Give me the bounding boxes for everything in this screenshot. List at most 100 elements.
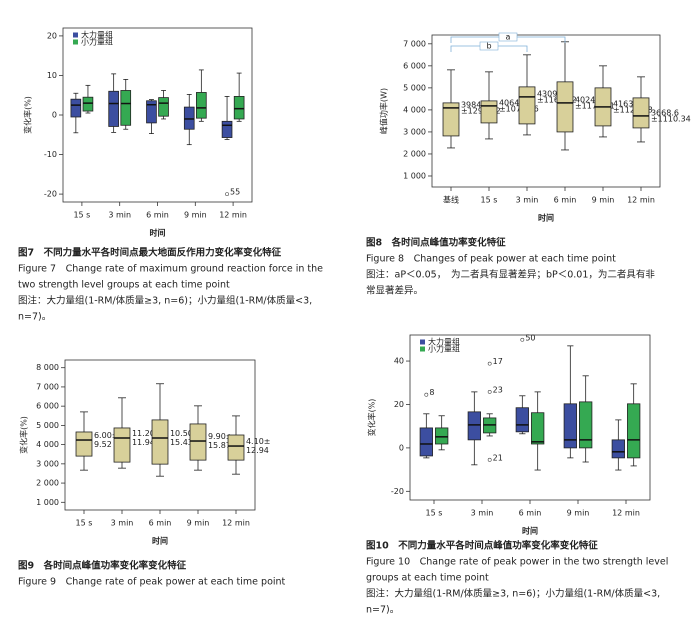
legend-label: 小力量组 xyxy=(81,37,113,47)
box-label: 11.94 xyxy=(132,438,155,447)
plot-frame xyxy=(431,34,661,188)
box xyxy=(196,92,207,119)
outlier xyxy=(487,457,492,462)
outlier xyxy=(424,392,429,397)
box xyxy=(120,90,132,126)
box xyxy=(515,407,529,433)
annotation-box xyxy=(479,41,499,51)
x-tick-label: 6 min xyxy=(554,196,577,205)
y-tick-label: 0 xyxy=(399,443,404,452)
plot-frame xyxy=(409,334,651,501)
caption-line: 常显著差异。 xyxy=(366,285,423,297)
box xyxy=(221,120,233,138)
outlier-label: 21 xyxy=(493,453,503,462)
box xyxy=(146,100,157,124)
x-tick-label: 6 min xyxy=(146,211,169,220)
caption-line: Figure 7 Change rate of maximum ground r… xyxy=(18,264,323,275)
box-label: 12.94 xyxy=(246,446,269,455)
y-tick-label: 3 000 xyxy=(36,459,59,468)
y-tick-label: 8 000 xyxy=(36,363,59,372)
box-label: 6.00± xyxy=(94,431,119,440)
box xyxy=(467,411,481,441)
box xyxy=(531,412,545,445)
box-label: 15.43 xyxy=(170,438,193,447)
box xyxy=(227,434,245,461)
y-tick-label: 20 xyxy=(47,31,57,40)
y-tick-label: 40 xyxy=(394,357,404,366)
x-tick-label: 15 s xyxy=(426,509,443,518)
box-label: 9.52 xyxy=(94,440,112,449)
x-tick-label: 3 min xyxy=(111,519,134,528)
x-axis-label: 时间 xyxy=(522,526,538,536)
x-tick-label: 12 min xyxy=(627,196,655,205)
x-tick-label: 9 min xyxy=(184,211,207,220)
x-axis-label: 时间 xyxy=(152,536,168,546)
y-tick-label: 2 000 xyxy=(403,149,426,158)
outlier-label: 55 xyxy=(230,188,240,197)
y-tick-label: -10 xyxy=(44,150,57,159)
y-tick-label: 5 000 xyxy=(36,421,59,430)
y-tick-label: 3 000 xyxy=(403,127,426,136)
box xyxy=(435,427,449,445)
legend-swatch xyxy=(420,346,425,352)
box-label: 9.90± xyxy=(208,432,233,441)
y-tick-label: 20 xyxy=(394,400,404,409)
x-tick-label: 15 s xyxy=(481,196,498,205)
box xyxy=(113,427,131,463)
caption-line: 图注：大力量组(1-RM/体质量≥3, n=6)；小力量组(1-RM/体质量<3… xyxy=(18,295,312,307)
x-tick-label: 12 min xyxy=(222,519,250,528)
x-tick-label: 3 min xyxy=(471,509,494,518)
caption-line: 图注：大力量组(1-RM/体质量≥3, n=6)；小力量组(1-RM/体质量<3… xyxy=(366,588,660,600)
y-tick-label: 7 000 xyxy=(403,39,426,48)
y-tick-label: 5 000 xyxy=(403,83,426,92)
caption-title: 图10 不同力量水平各时间点峰值功率变化率变化特征 xyxy=(366,540,598,552)
outlier-label: 17 xyxy=(493,357,503,366)
y-tick-label: -20 xyxy=(391,487,404,496)
caption-line: 图注：aP＜0.05， 为二者具有显著差异；bP＜0.01，为二者具有非 xyxy=(366,269,655,281)
box-label: 4024.9 xyxy=(575,95,603,104)
outlier xyxy=(225,192,229,196)
caption-line: groups at each time point xyxy=(366,573,489,584)
outlier xyxy=(520,337,525,342)
box-label: 3984.2 xyxy=(461,100,489,109)
y-tick-label: 6 000 xyxy=(403,61,426,70)
plot-frame xyxy=(62,27,253,203)
annotation-box xyxy=(498,32,518,42)
box-label: 4.10± xyxy=(246,437,271,446)
outlier-label: 50 xyxy=(525,333,535,342)
box xyxy=(189,423,207,461)
x-axis-label: 时间 xyxy=(538,213,554,223)
y-tick-label: 2 000 xyxy=(36,479,59,488)
legend-label: 小力量组 xyxy=(428,344,460,354)
x-tick-label: 12 min xyxy=(219,211,247,220)
legend-label: 大力量组 xyxy=(428,337,460,347)
x-tick-label: 9 min xyxy=(187,519,210,528)
x-tick-label: 9 min xyxy=(567,509,590,518)
x-tick-label: 15 s xyxy=(76,519,93,528)
caption-line: n=7)。 xyxy=(366,605,399,616)
x-tick-label: 15 s xyxy=(73,211,90,220)
box-label: 4163.4 xyxy=(613,99,641,108)
box xyxy=(70,98,82,118)
caption-title: 图9 各时间点峰值功率变化率变化特征 xyxy=(18,560,187,572)
caption-line: Figure 8 Changes of peak power at each t… xyxy=(366,254,616,265)
y-tick-label: 10 xyxy=(47,71,57,80)
y-axis-label: 变化率(%) xyxy=(23,96,33,134)
caption-line: Figure 9 Change rate of peak power at ea… xyxy=(18,577,286,588)
caption-title: 图7 不同力量水平各时间点最大地面反作用力变化率变化特征 xyxy=(18,247,282,259)
y-tick-label: 1 000 xyxy=(36,498,59,507)
legend-label: 大力量组 xyxy=(81,30,113,40)
caption-line: Figure 10 Change rate of peak power in t… xyxy=(366,557,668,568)
box xyxy=(480,100,498,124)
x-tick-label: 基线 xyxy=(443,195,459,205)
caption-line: n=7)。 xyxy=(18,312,51,323)
box xyxy=(419,427,433,457)
box xyxy=(556,81,574,133)
legend-swatch xyxy=(73,32,78,38)
box xyxy=(108,90,119,127)
box xyxy=(627,403,641,459)
box xyxy=(579,401,593,449)
box-label: 11.20± xyxy=(132,429,162,438)
box xyxy=(82,96,94,112)
